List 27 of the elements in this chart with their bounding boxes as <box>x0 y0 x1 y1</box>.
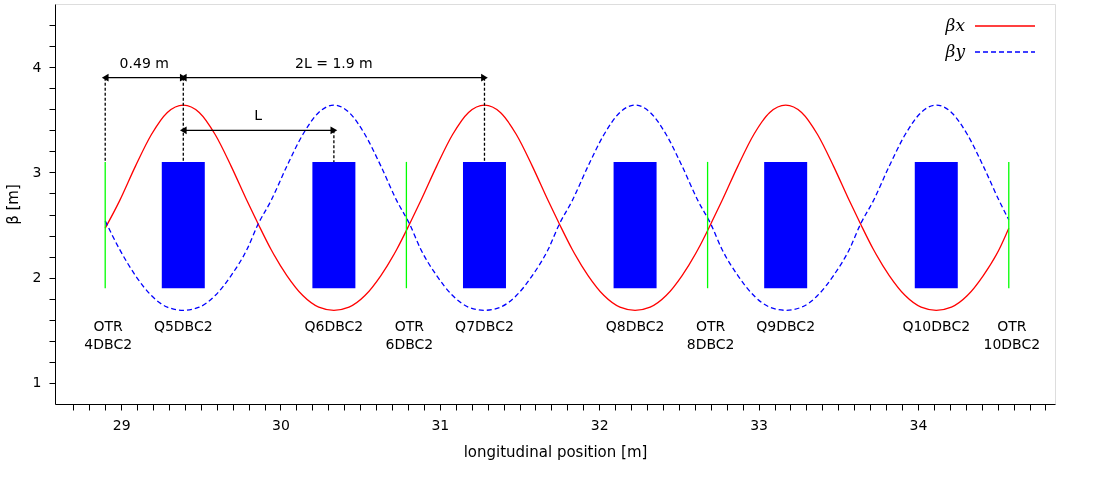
ref-line-label: OTR 10DBC2 <box>983 318 1041 353</box>
x-tick-label: 32 <box>590 416 609 433</box>
x-tick-label: 30 <box>272 416 290 433</box>
x-tick-label: 29 <box>112 416 131 433</box>
annotation: Q5DBC2 <box>153 318 213 335</box>
legend-label: βx <box>944 15 966 35</box>
y-tick-label: 4 <box>32 58 42 75</box>
annotation: Q10DBC2 <box>902 318 971 335</box>
x-tick-label: 34 <box>909 416 928 433</box>
y-axis-title: β [m] <box>3 184 22 225</box>
ref-line-label: OTR 6DBC2 <box>385 318 434 353</box>
x-tick-label: 33 <box>750 416 768 433</box>
x-axis-title: longitudinal position [m] <box>463 442 648 461</box>
ref-line-label: OTR 4DBC2 <box>84 318 133 353</box>
ref-line-label: OTR 8DBC2 <box>686 318 735 353</box>
x-tick-label: 31 <box>431 416 450 433</box>
y-tick-label: 3 <box>32 163 42 180</box>
annotation: 2L = 1.9 m <box>295 54 373 71</box>
annotation: Q6DBC2 <box>304 318 364 335</box>
annotation: Q7DBC2 <box>455 318 514 335</box>
y-tick-label: 1 <box>32 374 42 391</box>
y-tick-label: 2 <box>32 269 42 286</box>
legend-label: βy <box>944 41 966 61</box>
annotation: Q8DBC2 <box>605 318 665 335</box>
annotation: 0.49 m <box>119 54 169 71</box>
annotation: L <box>254 107 263 124</box>
annotation: Q9DBC2 <box>756 318 816 335</box>
